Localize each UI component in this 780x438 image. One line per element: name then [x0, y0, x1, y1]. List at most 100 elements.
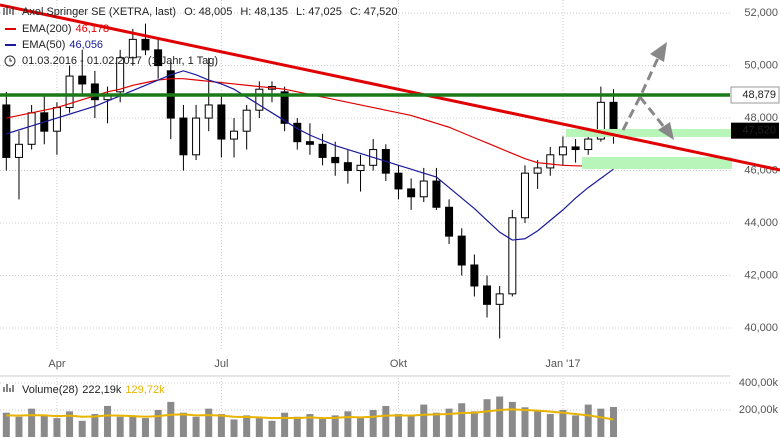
chart-icon — [3, 6, 14, 15]
volume-bar — [344, 411, 352, 437]
volume-bar — [382, 405, 390, 437]
volume-bar — [432, 412, 440, 437]
candle-body — [596, 101, 605, 140]
candle-body — [356, 164, 365, 172]
quote-value: 47,025 — [308, 6, 342, 18]
legend: Axel Springer SE (XETRA, last) O: 48,005 H:… — [0, 6, 730, 396]
scenario-arrow — [638, 96, 666, 128]
candle-body — [331, 156, 340, 164]
y-tick-label: 400,00k — [739, 377, 779, 389]
legend-entry: EMA(50) 46,056 — [22, 39, 103, 51]
support-zone — [566, 129, 732, 137]
candle-body — [179, 117, 188, 156]
candle-body — [457, 235, 466, 266]
volume-bar — [534, 411, 542, 437]
volume-bar — [116, 416, 124, 437]
date-range: 01.03.2016 - 01.02.2017 — [22, 55, 142, 67]
candle-body — [445, 206, 454, 237]
volume-bar — [470, 411, 478, 437]
legend-name: EMA(200) — [22, 23, 72, 35]
candle-body — [141, 38, 150, 51]
candle-body — [128, 38, 137, 59]
volume-bar — [104, 405, 112, 437]
x-tick-label: Jan '17 — [545, 358, 580, 370]
candle-body — [305, 141, 314, 145]
x-tick-label: Jul — [214, 358, 228, 370]
candle-body — [65, 75, 74, 109]
candle-body — [293, 122, 302, 143]
volume-bar — [293, 416, 301, 437]
candle-body — [520, 172, 529, 219]
last-price-label: 47,520 — [742, 125, 776, 137]
y-tick-label: 52,000 — [744, 7, 778, 19]
quote-label: O: — [184, 6, 196, 18]
volume-bar — [559, 409, 567, 437]
y-tick-label: 200,00k — [739, 404, 779, 416]
candle-body — [343, 162, 352, 172]
volume-bar — [521, 407, 529, 437]
candle-body — [546, 154, 555, 169]
volume-bar — [281, 412, 289, 437]
candle-body — [508, 217, 517, 295]
candle-body — [584, 138, 593, 151]
volume-bar — [255, 418, 263, 437]
header: Axel Springer SE (XETRA, last) O: 48,005 H:… — [22, 6, 398, 18]
volume-bar — [610, 407, 618, 437]
y-tick-label: 50,000 — [744, 59, 778, 71]
y-tick-label: 48,000 — [744, 112, 778, 124]
candle-body — [242, 109, 251, 132]
last-price-box — [731, 122, 779, 139]
volume-bar — [369, 409, 377, 437]
title: Axel Springer SE (XETRA, last) — [22, 6, 176, 18]
quote-label: C: — [350, 6, 361, 18]
candle-body — [192, 117, 201, 156]
candle-body — [27, 112, 36, 145]
support-zone — [582, 157, 732, 169]
quote-value: 48,005 — [199, 6, 233, 18]
candle-body — [230, 130, 239, 140]
candle-body — [318, 143, 327, 158]
volume-bar — [154, 409, 162, 437]
period: (1 Jahr, 1 Tag) — [148, 55, 218, 67]
trendline — [0, 3, 780, 172]
volume-bar — [584, 404, 592, 437]
candle-body — [483, 285, 492, 305]
candle-body — [495, 293, 504, 305]
quote-value: 48,135 — [254, 6, 288, 18]
legend-value: 129,72k — [125, 384, 165, 396]
volume-bar — [167, 401, 175, 437]
legend-entry: EMA(200) 46,178 — [22, 23, 109, 35]
legend-name: EMA(50) — [22, 39, 65, 51]
legend-name: Volume(28) — [22, 384, 78, 396]
candle-body — [2, 104, 11, 158]
volume-legend: Volume(28) 222,19k 129,72k — [22, 384, 165, 396]
volume-bar — [508, 401, 516, 437]
ema-line — [6, 70, 614, 241]
volume-bar — [28, 408, 36, 437]
candle-body — [571, 146, 580, 151]
volume-bar — [53, 418, 61, 437]
candle-body — [609, 101, 618, 132]
volume-bar — [306, 414, 314, 437]
clock-icon — [4, 55, 16, 67]
volume-bar — [597, 408, 605, 437]
volume-bar — [192, 416, 200, 437]
volume-bar — [2, 412, 10, 437]
candle-body — [14, 143, 23, 158]
quote-value: 47,520 — [364, 6, 398, 18]
candle-body — [533, 167, 542, 174]
y-tick-label: 44,000 — [744, 217, 778, 229]
volume-bar — [331, 415, 339, 437]
x-tick-label: Apr — [48, 358, 65, 370]
candle-body — [419, 180, 428, 198]
quote-label: L: — [296, 6, 305, 18]
volume-bar — [91, 414, 99, 437]
volume-bar — [217, 414, 225, 437]
candle-body — [255, 88, 264, 111]
volume-bar — [394, 414, 402, 437]
volume-bar — [445, 408, 453, 437]
volume-bar — [458, 403, 466, 437]
candle-body — [280, 91, 289, 124]
volume-bar — [546, 414, 554, 437]
